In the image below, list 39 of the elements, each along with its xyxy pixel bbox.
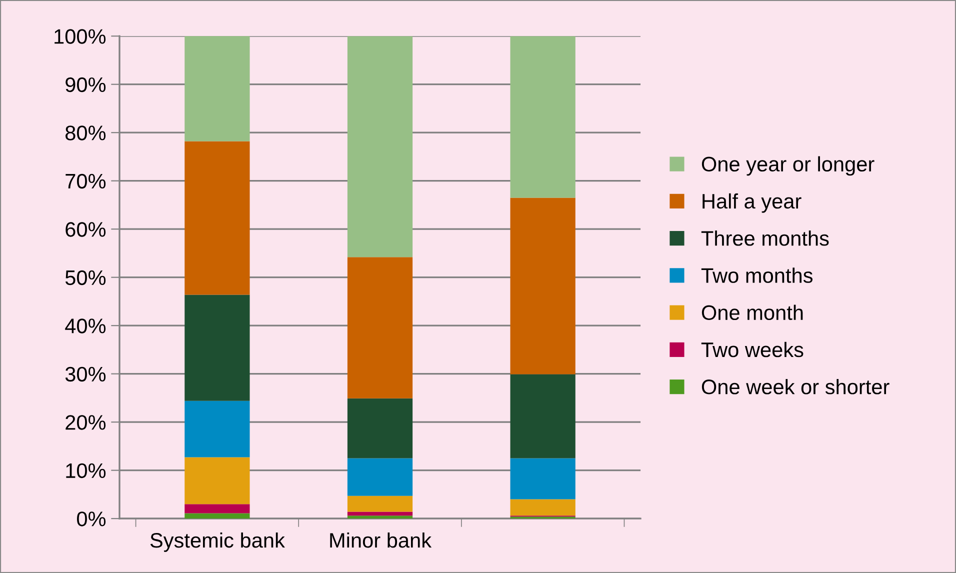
bar [184, 141, 250, 295]
legend-label: Half a year [702, 193, 802, 213]
bar [184, 504, 250, 514]
y-tick-label: 40% [65, 318, 106, 334]
bar [510, 374, 576, 458]
y-tick-label: 0% [77, 512, 106, 526]
bar [510, 36, 576, 198]
y-tick-label: 50% [65, 270, 106, 286]
y-tick-label: 90% [66, 77, 106, 92]
bar [510, 198, 576, 374]
bar [347, 496, 413, 512]
bar [510, 499, 576, 516]
legend-label: Two weeks [701, 342, 804, 358]
y-tick-label: 80% [66, 126, 106, 140]
bar [184, 513, 250, 519]
y-tick-label: 10% [66, 463, 106, 478]
bar [184, 36, 250, 142]
legend-label: One month [702, 304, 803, 320]
legend-label: One week or shorter [702, 379, 890, 394]
y-tick-label: 30% [65, 366, 106, 382]
y-tick-label: 100% [54, 29, 106, 44]
bar [347, 458, 413, 496]
y-tick-label: 70% [66, 174, 106, 189]
bar [347, 257, 413, 398]
bar [184, 400, 250, 458]
legend-label: Two months [701, 268, 813, 283]
bar [347, 512, 413, 516]
legend-label: One year or longer [702, 156, 874, 176]
bar [184, 294, 250, 401]
bar [347, 36, 413, 258]
x-tick-label: Systemic bank [150, 532, 285, 552]
bar [347, 516, 413, 519]
bar [510, 458, 576, 500]
y-tick-label: 20% [66, 415, 106, 430]
legend-label: Three months [701, 230, 829, 246]
bar [184, 457, 250, 504]
x-tick-label: Minor bank [330, 532, 432, 548]
bar [347, 398, 413, 458]
y-tick-label: 60% [66, 222, 106, 237]
